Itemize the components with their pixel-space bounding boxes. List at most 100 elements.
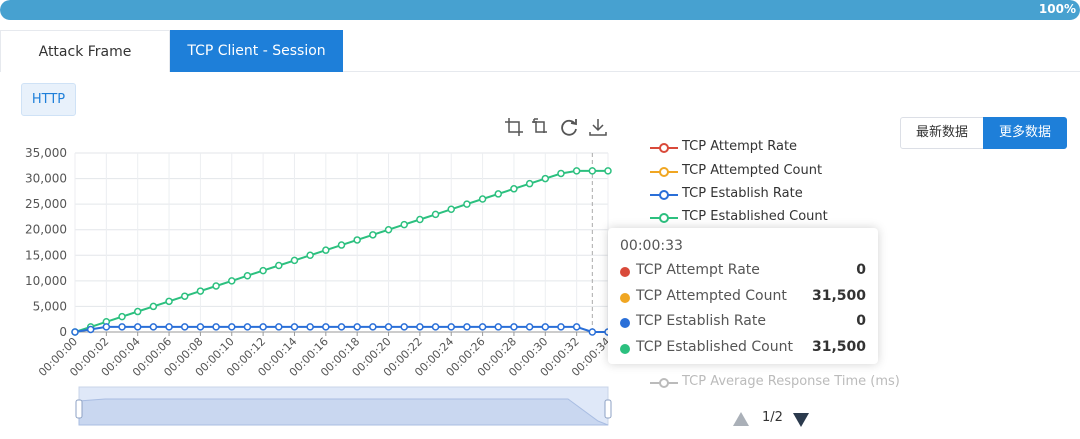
data-point [133, 307, 142, 316]
tooltip-marker [620, 267, 630, 277]
legend-label: TCP Attempted Count [682, 163, 823, 178]
data-point [275, 323, 283, 331]
data-point [463, 323, 471, 331]
data-point [118, 312, 126, 321]
chart-tooltip: 00:00:33 TCP Attempt Rate 0 TCP Attempte… [608, 228, 878, 364]
data-point [416, 215, 424, 224]
data-point [447, 205, 455, 214]
legend-symbol [650, 143, 678, 153]
legend-symbol [650, 378, 678, 388]
data-point [86, 325, 95, 334]
data-point [212, 323, 220, 331]
tooltip-row: TCP Attempt Rate 0 [620, 262, 866, 282]
data-point [133, 323, 142, 331]
data-point [510, 185, 518, 193]
data-point [384, 225, 393, 234]
legend-label: TCP Average Response Time (ms) [682, 374, 900, 389]
data-point [431, 210, 440, 219]
data-point [494, 323, 503, 331]
data-point [384, 323, 393, 331]
data-point [118, 323, 126, 331]
data-point [369, 323, 377, 331]
data-point [604, 167, 612, 175]
y-tick-label: 0 [59, 325, 67, 339]
tooltip-row: TCP Establish Rate 0 [620, 313, 866, 333]
download-icon[interactable] [587, 116, 609, 138]
y-tick-label: 30,000 [25, 172, 67, 186]
tooltip-row: TCP Attempted Count 31,500 [620, 288, 866, 308]
data-point [290, 323, 299, 331]
data-point [525, 179, 534, 188]
y-tick-label: 5,000 [33, 299, 67, 313]
protocol-chip-http[interactable]: HTTP [21, 83, 76, 116]
data-point [149, 302, 158, 311]
data-point [165, 323, 173, 331]
data-point [557, 169, 565, 178]
progress-bar: 100% [0, 0, 1080, 20]
data-point [400, 323, 408, 331]
data-point [337, 323, 346, 331]
data-point [400, 220, 408, 229]
tooltip-series-name: TCP Established Count [636, 339, 793, 355]
tooltip-series-value: 31,500 [811, 339, 866, 355]
tooltip-time: 00:00:33 [620, 238, 683, 254]
latest-data-button[interactable]: 最新数据 [900, 117, 984, 149]
tab-bar: Attack Frame TCP Client - Session [0, 30, 1080, 72]
tab-attack-frame[interactable]: Attack Frame [0, 30, 170, 72]
data-point [588, 167, 597, 175]
tooltip-marker [620, 344, 630, 354]
data-point [306, 323, 314, 331]
zoom-icon[interactable] [503, 116, 525, 138]
data-point [541, 174, 550, 183]
data-point [463, 200, 471, 208]
data-point [259, 266, 267, 275]
legend-label: TCP Established Count [682, 209, 828, 224]
zoom-reset-icon[interactable] [530, 116, 552, 138]
data-point [525, 323, 534, 331]
y-tick-label: 35,000 [25, 146, 67, 160]
tooltip-series-value: 31,500 [811, 288, 866, 304]
zoom-slider-preview [78, 398, 609, 426]
data-point [290, 256, 299, 265]
data-point [102, 323, 111, 331]
data-point [228, 277, 236, 285]
data-point [337, 241, 346, 249]
zoom-handle-right [604, 399, 612, 419]
data-point [541, 323, 550, 331]
restore-icon[interactable] [558, 116, 580, 138]
data-point [149, 323, 158, 331]
data-point [478, 195, 487, 203]
data-point [588, 328, 597, 336]
data-point [510, 323, 518, 331]
data-point [180, 323, 189, 331]
data-point [369, 231, 377, 239]
tooltip-series-name: TCP Establish Rate [636, 313, 766, 329]
more-data-button[interactable]: 更多数据 [983, 117, 1067, 149]
data-point [322, 246, 330, 254]
data-point [353, 323, 361, 331]
data-point [431, 323, 440, 331]
data-point [416, 323, 424, 331]
data-point [322, 323, 330, 331]
tooltip-marker [620, 318, 630, 328]
data-point [243, 323, 252, 331]
legend-symbol [650, 190, 678, 200]
line-chart: 0 5,000 10,000 15,000 20,000 25,000 30,000 35,0… [25, 146, 613, 426]
page-indicator: 1/2 [762, 410, 783, 425]
data-point [212, 282, 220, 290]
legend-label: TCP Attempt Rate [682, 139, 798, 154]
data-point [243, 271, 252, 280]
tab-tcp-client-session[interactable]: TCP Client - Session [170, 30, 343, 72]
legend-symbol [650, 167, 678, 177]
data-point [180, 292, 189, 300]
y-tick-label: 15,000 [25, 248, 67, 262]
tooltip-marker [620, 293, 630, 303]
data-point [228, 323, 236, 331]
data-point [165, 297, 173, 306]
page-down-icon[interactable] [793, 413, 809, 427]
legend-label: TCP Establish Rate [682, 186, 803, 201]
data-point [71, 328, 79, 336]
data-point [196, 287, 205, 295]
y-tick-label: 20,000 [25, 223, 67, 237]
page-up-icon[interactable] [733, 412, 749, 426]
